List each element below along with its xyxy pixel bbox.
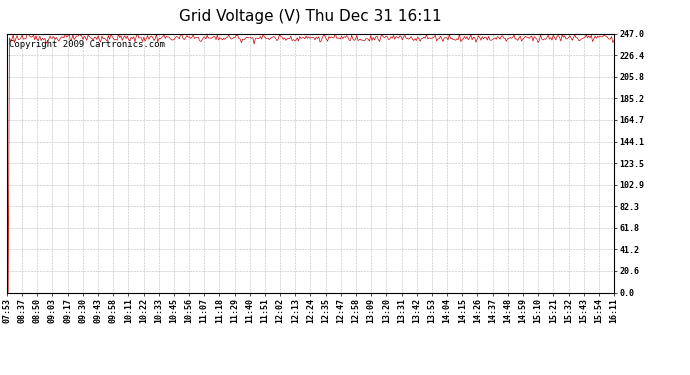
- Text: Grid Voltage (V) Thu Dec 31 16:11: Grid Voltage (V) Thu Dec 31 16:11: [179, 9, 442, 24]
- Text: Copyright 2009 Cartronics.com: Copyright 2009 Cartronics.com: [10, 40, 165, 49]
